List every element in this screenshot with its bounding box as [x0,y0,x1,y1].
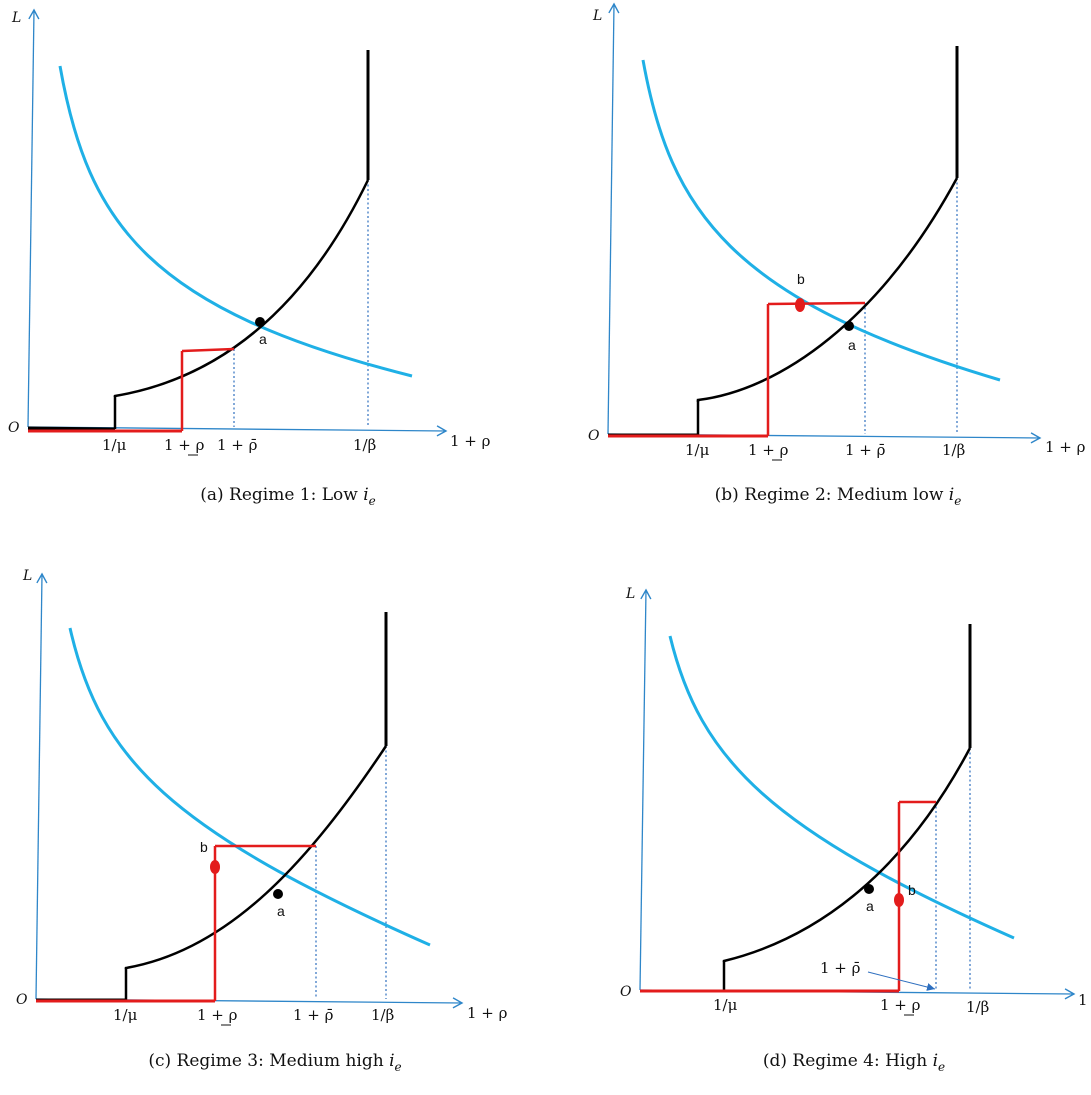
supply-base-segment [27,426,116,431]
y-axis-label: L [11,10,21,26]
tick-rho-high: 1 + ρ̄ [217,436,258,454]
point-b-label: b [797,271,805,287]
point-a [844,321,854,331]
red-step-top [181,347,235,353]
point-b-label: b [908,882,916,898]
supply-curve [124,745,388,970]
demand-curve [68,627,431,947]
demand-curve [58,65,413,378]
panel-b: L O 1 + ρ a b 1/μ 1 + ρ 1 + ρ̄ 1/β (b) Regime 2: … [588,2,1086,508]
point-a-label: a [848,337,856,353]
point-b [210,860,220,874]
point-a [864,884,874,894]
tick-rho-low: 1 + ρ [197,1006,238,1024]
panel-d: L O 1 + ρ a b 1/μ 1 + ρ 1 + ρ̄ 1/β (d) Regime 4: … [620,586,1091,1074]
caption-subscript: e [395,1060,402,1074]
tick-inv-mu: 1/μ [713,996,738,1014]
rho-high-pointer [867,971,936,991]
demand-curve [641,59,1001,382]
x-axis-label: 1 + ρ [467,1004,508,1022]
point-a-label: a [259,331,267,347]
caption-text: (d) Regime 4: High [763,1051,933,1071]
y-axis [607,2,620,435]
red-step-top [767,301,866,306]
supply-curve [696,177,959,402]
point-a [255,317,265,327]
x-axis-label: 1 + ρ [450,432,491,450]
y-axis [27,8,40,428]
origin-label: O [588,428,600,444]
point-a [273,889,283,899]
caption-variable: i [933,1051,938,1071]
panel-a: L O 1 + ρ a 1/μ 1 + ρ 1 + ρ̄ 1/β (a) Regime 1: L… [8,8,491,508]
supply-curve [722,747,972,963]
panel-caption: (b) Regime 2: Medium low ie [715,485,962,508]
tick-rho-low: 1 + ρ [880,996,921,1014]
caption-text: (c) Regime 3: Medium high [148,1051,389,1071]
point-b [894,893,904,907]
tick-inv-beta: 1/β [942,441,965,459]
point-b [795,298,805,312]
y-axis-label: L [22,568,32,584]
origin-label: O [8,420,20,436]
tick-rho-high: 1 + ρ̄ [820,959,861,977]
caption-variable: i [363,485,368,505]
y-axis [35,572,48,1000]
y-axis [639,588,652,991]
y-axis-label: L [625,586,635,602]
panel-caption: (a) Regime 1: Low ie [200,485,376,508]
panel-c: L O 1 + ρ a b 1/μ 1 + ρ 1 + ρ̄ 1/β (c) Regime 3: … [16,568,508,1074]
caption-text: (b) Regime 2: Medium low [715,485,949,505]
caption-variable: i [949,485,954,505]
y-axis-label: L [592,8,602,24]
caption-variable: i [389,1051,394,1071]
tick-inv-mu: 1/μ [113,1006,138,1024]
point-a-label: a [277,903,285,919]
point-b-label: b [200,839,208,855]
origin-label: O [620,984,632,1000]
caption-subscript: e [954,494,961,508]
x-axis-label: 1 + ρ [1078,991,1091,1009]
tick-rho-low: 1 + ρ [748,441,789,459]
panel-caption: (d) Regime 4: High ie [763,1051,945,1074]
demand-curve [668,635,1015,940]
tick-inv-beta: 1/β [353,436,376,454]
tick-inv-beta: 1/β [371,1006,394,1024]
tick-inv-mu: 1/μ [685,441,710,459]
caption-subscript: e [369,494,376,508]
panel-caption: (c) Regime 3: Medium high ie [148,1051,401,1074]
origin-label: O [16,992,28,1008]
tick-rho-low: 1 + ρ [164,436,205,454]
supply-curve [113,179,370,398]
tick-rho-high: 1 + ρ̄ [845,441,886,459]
x-axis-label: 1 + ρ [1045,438,1086,456]
caption-text: (a) Regime 1: Low [200,485,363,505]
point-a-label: a [866,898,874,914]
tick-inv-mu: 1/μ [102,436,127,454]
tick-rho-high: 1 + ρ̄ [293,1006,334,1024]
tick-inv-beta: 1/β [966,998,989,1016]
caption-subscript: e [938,1060,945,1074]
